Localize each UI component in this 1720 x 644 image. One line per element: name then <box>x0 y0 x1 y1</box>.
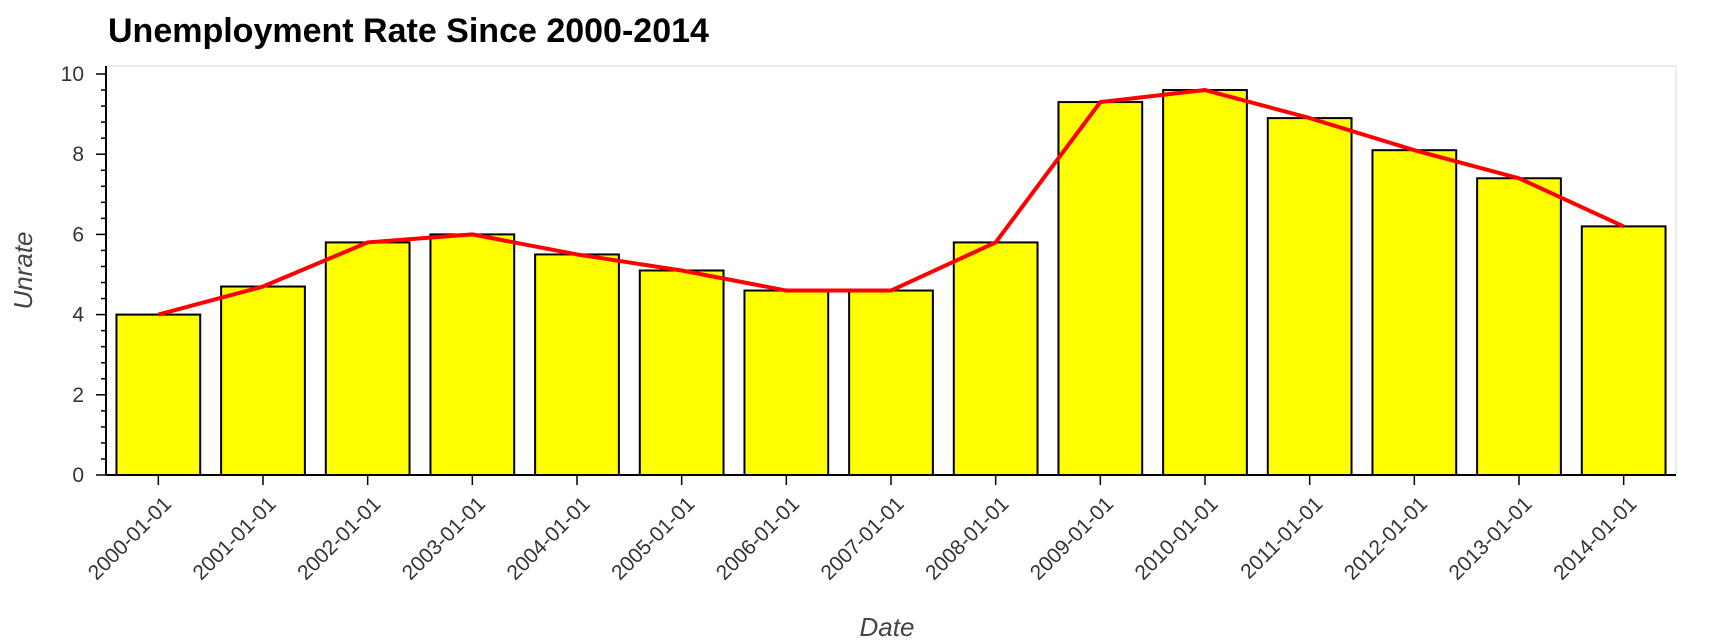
x-tick-label: 2000-01-01 <box>84 492 176 584</box>
x-tick-label: 2010-01-01 <box>1131 492 1223 584</box>
bar <box>1057 101 1144 476</box>
y-axis: 0 2 4 6 8 10 <box>61 63 107 487</box>
y-tick-label: 10 <box>61 63 84 86</box>
bar <box>1266 117 1353 477</box>
bar <box>952 241 1039 476</box>
x-tick-label: 2006-01-01 <box>712 492 804 584</box>
x-axis-title: Date <box>860 612 915 642</box>
bar <box>743 289 830 477</box>
x-tick-label: 2005-01-01 <box>607 492 699 584</box>
x-tick-label: 2013-01-01 <box>1445 492 1537 584</box>
bar <box>115 313 202 476</box>
x-tick-label: 2009-01-01 <box>1026 492 1118 584</box>
chart-title: Unemployment Rate Since 2000-2014 <box>108 12 709 50</box>
x-tick-label: 2001-01-01 <box>189 492 281 584</box>
x-tick-label: 2007-01-01 <box>817 492 909 584</box>
x-tick-label: 2011-01-01 <box>1236 492 1327 583</box>
y-tick-label: 6 <box>72 223 84 246</box>
x-tick-label: 2002-01-01 <box>293 492 385 584</box>
x-tick-label: 2003-01-01 <box>398 492 490 584</box>
x-tick-label: 2008-01-01 <box>921 492 1013 584</box>
y-axis-title: Unrate <box>8 231 38 309</box>
x-axis: 2000-01-01 2001-01-01 2002-01-01 2003-01-01… <box>84 474 1676 585</box>
bar <box>534 253 620 476</box>
y-tick-label: 4 <box>72 304 84 327</box>
bar <box>848 289 934 477</box>
y-tick-label: 0 <box>72 464 84 487</box>
y-tick-label: 2 <box>72 384 84 407</box>
bar <box>1476 177 1562 476</box>
bar <box>638 269 725 476</box>
bar <box>1371 149 1458 476</box>
bar <box>324 241 411 476</box>
x-tick-label: 2004-01-01 <box>503 492 595 584</box>
bars-group <box>115 89 1667 477</box>
bar <box>1162 89 1248 476</box>
trend-line <box>157 88 1625 317</box>
bar <box>1580 225 1667 476</box>
x-tick-label: 2012-01-01 <box>1340 492 1432 584</box>
bar <box>429 233 516 476</box>
bar <box>220 285 306 476</box>
y-tick-label: 8 <box>72 143 84 166</box>
x-tick-label: 2014-01-01 <box>1549 492 1641 584</box>
